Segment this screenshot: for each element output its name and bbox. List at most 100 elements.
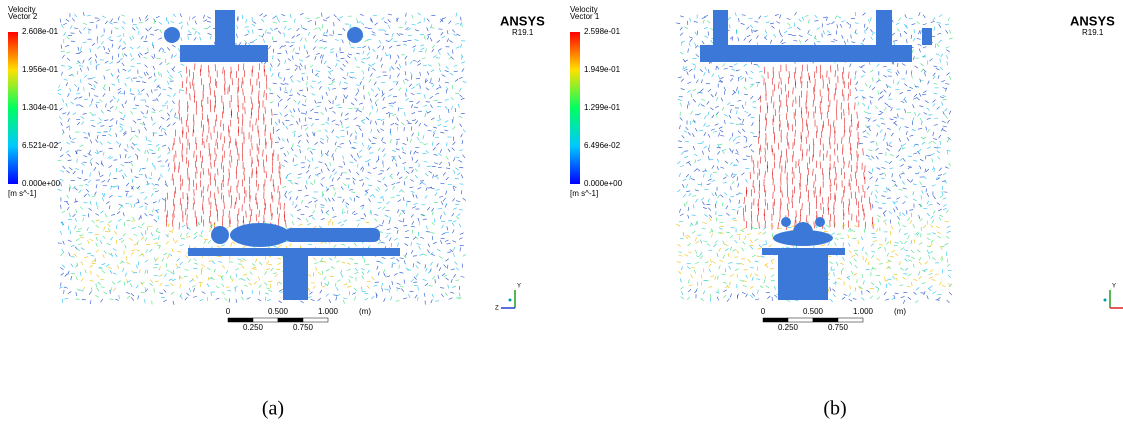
vector xyxy=(156,232,160,233)
vector xyxy=(738,37,739,41)
vector xyxy=(378,173,382,174)
vector xyxy=(117,99,119,102)
vector xyxy=(214,269,216,273)
vector xyxy=(67,52,71,53)
vector xyxy=(736,87,737,91)
vector xyxy=(134,177,138,178)
vector xyxy=(294,183,298,184)
vector xyxy=(155,166,156,170)
vector xyxy=(362,58,366,59)
vector xyxy=(145,299,146,303)
vector xyxy=(68,154,71,157)
vector xyxy=(83,113,87,114)
vector xyxy=(903,277,906,279)
vector xyxy=(828,242,830,245)
vector xyxy=(432,276,435,279)
vector xyxy=(162,258,164,261)
vector xyxy=(883,66,887,67)
vector xyxy=(896,155,899,158)
vector xyxy=(712,233,713,237)
vector xyxy=(344,161,345,165)
vector xyxy=(208,277,209,281)
vector xyxy=(192,285,196,287)
vector xyxy=(838,156,839,163)
vector xyxy=(703,207,707,209)
vector xyxy=(335,63,337,67)
vector xyxy=(327,150,329,153)
vector xyxy=(427,27,429,31)
vector xyxy=(708,199,709,203)
vector xyxy=(202,292,206,294)
vector xyxy=(878,247,881,249)
vector xyxy=(725,174,728,177)
vector xyxy=(314,200,317,202)
vector xyxy=(318,298,321,301)
vector xyxy=(356,84,360,86)
vector xyxy=(385,34,389,35)
vector xyxy=(695,262,699,263)
vector xyxy=(69,252,70,256)
vector xyxy=(683,194,686,197)
vector xyxy=(455,24,459,25)
vector xyxy=(207,268,210,270)
vector xyxy=(766,264,768,267)
vector xyxy=(704,132,706,136)
vector xyxy=(946,210,948,213)
vector xyxy=(941,54,943,57)
vector xyxy=(742,129,745,132)
vector xyxy=(930,225,933,228)
vector xyxy=(425,113,426,117)
vector xyxy=(363,168,364,172)
vector xyxy=(859,186,860,193)
vector xyxy=(101,41,103,44)
vector xyxy=(362,206,364,209)
vector xyxy=(347,263,351,265)
vector xyxy=(344,95,346,99)
vector xyxy=(759,191,760,198)
vector xyxy=(427,166,431,167)
vector xyxy=(277,95,280,98)
vector xyxy=(346,127,350,129)
vector xyxy=(413,256,417,257)
vector xyxy=(382,142,386,144)
vector xyxy=(372,34,376,35)
vector xyxy=(873,241,877,242)
vector xyxy=(868,106,869,110)
vector xyxy=(341,270,342,274)
vector xyxy=(764,280,765,284)
vector xyxy=(908,260,912,262)
vector xyxy=(123,41,126,44)
vector xyxy=(146,289,148,292)
vector xyxy=(383,153,385,156)
vector xyxy=(942,95,946,96)
vector xyxy=(97,288,99,291)
vector xyxy=(708,89,711,92)
vector xyxy=(808,30,810,34)
vector xyxy=(147,93,149,96)
vector xyxy=(68,118,69,122)
vector xyxy=(897,81,899,84)
vector xyxy=(930,269,933,271)
vector xyxy=(178,71,182,72)
vector xyxy=(817,27,820,29)
vector xyxy=(840,24,842,27)
vector xyxy=(417,63,420,65)
legend-title: Vector 1 xyxy=(570,12,600,21)
vector xyxy=(57,89,61,91)
vector xyxy=(386,235,389,238)
vector xyxy=(92,43,95,46)
colorbar-tick-label: 0.000e+00 xyxy=(584,179,623,188)
vector xyxy=(701,105,705,107)
vector xyxy=(676,224,680,226)
vector xyxy=(823,30,824,34)
vector xyxy=(927,213,930,216)
vector xyxy=(306,185,307,189)
vector xyxy=(863,103,866,106)
vector xyxy=(723,63,726,66)
vector xyxy=(694,66,695,70)
vector xyxy=(383,197,384,201)
vector xyxy=(715,240,717,243)
vector xyxy=(764,67,765,74)
vector xyxy=(152,123,155,126)
vector xyxy=(104,84,105,88)
